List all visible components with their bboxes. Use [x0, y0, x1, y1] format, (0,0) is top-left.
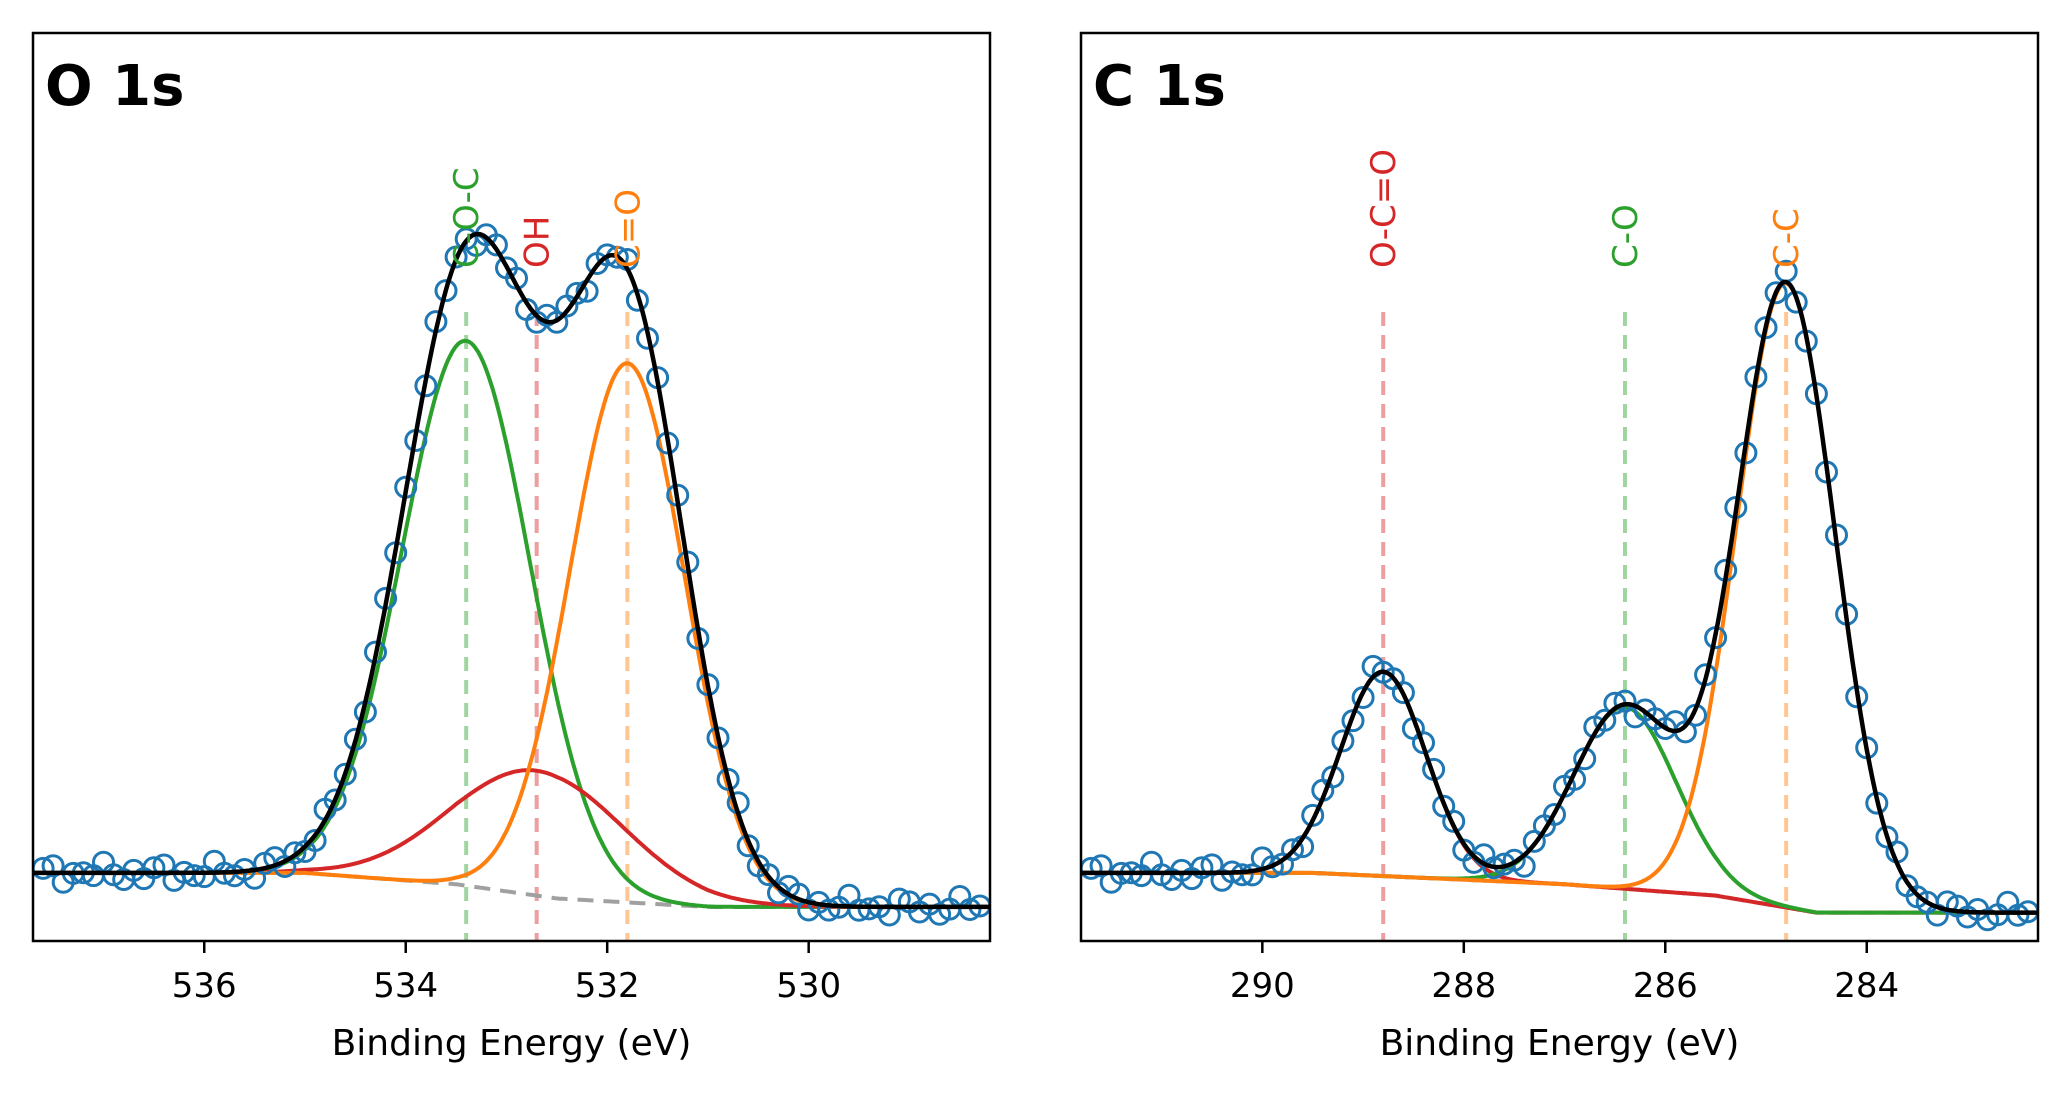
data-point	[1230, 863, 1254, 887]
x-tick-label: 530	[776, 966, 841, 1006]
peak-label: C-C	[1767, 208, 1807, 268]
data-point	[1281, 838, 1304, 862]
data-point	[41, 854, 65, 878]
component-curve	[1081, 281, 2038, 915]
plot-area	[1081, 259, 2038, 941]
data-point	[1593, 708, 1617, 732]
peak-label: C-O-C	[447, 167, 487, 268]
plot-frame	[31, 31, 992, 943]
x-tick-label: 532	[575, 966, 640, 1006]
component-curve	[1081, 705, 2038, 915]
x-tick-label: 286	[1633, 966, 1698, 1006]
data-point	[1442, 809, 1466, 833]
data-point	[1764, 281, 1788, 305]
data-point	[565, 281, 589, 305]
peak-label: C-O	[1606, 204, 1646, 268]
data-point	[948, 885, 972, 908]
data-point	[1543, 803, 1566, 826]
data-point	[323, 788, 347, 812]
data-point	[716, 767, 740, 791]
plot-area	[33, 223, 990, 941]
x-tick-label: 534	[373, 966, 438, 1006]
x-tick-label: 290	[1230, 966, 1295, 1006]
data-point	[756, 863, 780, 887]
peak-label: O-C=O	[1364, 149, 1404, 268]
x-axis-label: Binding Energy (eV)	[332, 1023, 692, 1064]
data-point	[1613, 689, 1637, 713]
panel-title: C 1s	[1093, 54, 1226, 119]
data-point	[1996, 890, 2020, 914]
component-curve	[33, 361, 990, 909]
data-point	[1089, 854, 1113, 878]
data-point	[142, 856, 166, 880]
data-point	[1331, 729, 1355, 753]
data-point	[1522, 829, 1546, 853]
fit-envelope-line	[1081, 279, 2038, 915]
data-point	[1391, 681, 1415, 705]
data-point	[343, 727, 367, 751]
data-point	[817, 898, 841, 922]
fit-envelope-line	[33, 231, 990, 910]
data-point	[2006, 903, 2030, 927]
x-axis-label: Binding Energy (eV)	[1380, 1023, 1740, 1064]
panel-title: O 1s	[45, 54, 184, 119]
data-point	[1240, 863, 1264, 887]
data-point	[303, 829, 327, 852]
c1s-panel: C 1s Binding Energy (eV) 290 288 286 284 O-C…	[1079, 31, 2040, 1064]
data-point	[1140, 850, 1163, 874]
data-point	[283, 841, 307, 865]
data-point	[1260, 855, 1284, 879]
data-point	[182, 864, 206, 888]
data-point	[333, 762, 357, 786]
x-tick-label: 536	[172, 966, 237, 1006]
data-point	[444, 245, 468, 269]
o1s-panel: O 1s Binding Energy (eV) 536 534 532 530 C-O…	[31, 31, 992, 1064]
x-tick-label: 288	[1431, 966, 1496, 1006]
peak-label: OH	[518, 216, 558, 268]
peak-label: C=O	[608, 189, 648, 268]
data-point	[92, 850, 115, 874]
data-point	[958, 898, 982, 921]
plot-frame	[1079, 31, 2040, 943]
data-point	[434, 279, 458, 303]
x-tick-label: 284	[1834, 966, 1899, 1006]
data-point	[484, 233, 508, 257]
data-point	[1190, 856, 1214, 880]
